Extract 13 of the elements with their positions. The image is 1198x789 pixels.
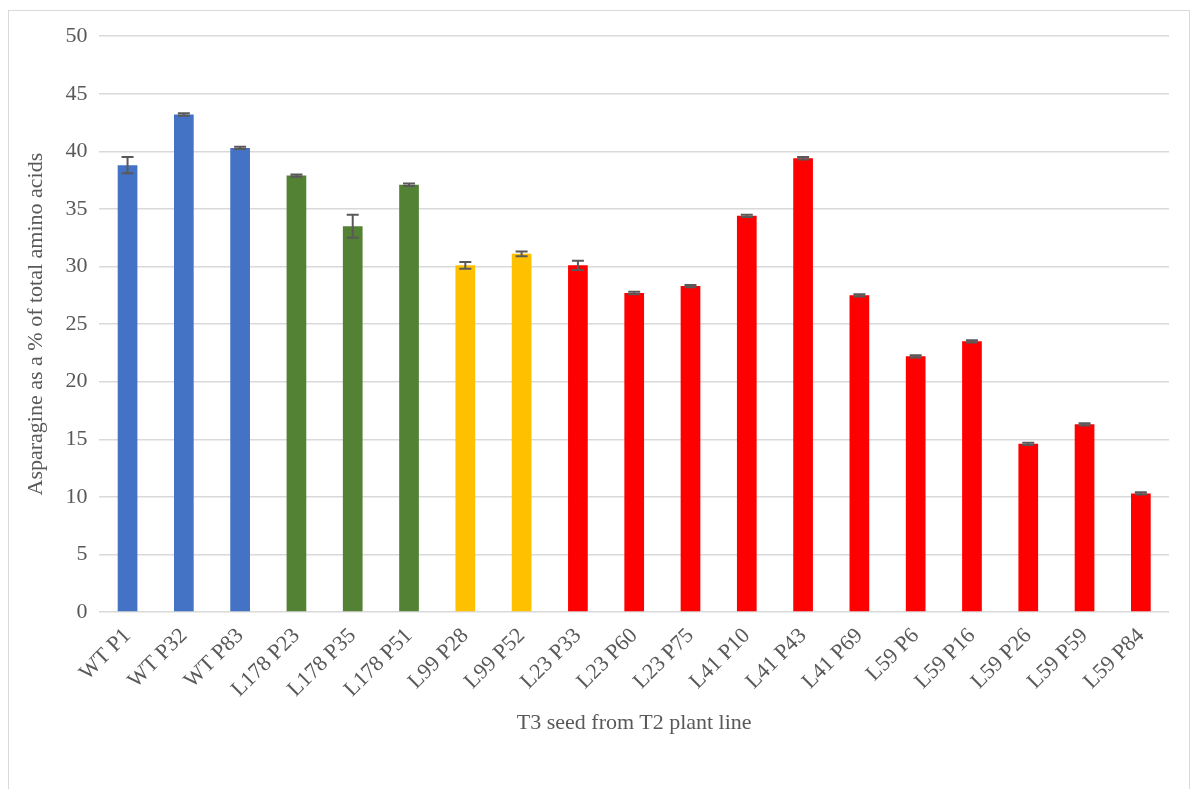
y-tick-label: 35	[65, 194, 88, 220]
y-tick-label: 5	[76, 540, 88, 566]
y-tick-label: 40	[65, 137, 88, 163]
y-axis-title: Asparagine as a % of total amino acids	[21, 152, 47, 496]
y-tick-label: 10	[65, 482, 88, 508]
y-tick-label: 0	[76, 597, 88, 623]
y-tick-label: 15	[65, 425, 88, 451]
x-axis-title: T3 seed from T2 plant line	[516, 708, 752, 734]
y-tick-label: 20	[65, 367, 88, 393]
y-tick-label: 45	[65, 79, 88, 105]
y-tick-label: 30	[65, 252, 88, 278]
y-tick-label: 50	[65, 21, 88, 47]
y-tick-label: 25	[65, 309, 88, 335]
